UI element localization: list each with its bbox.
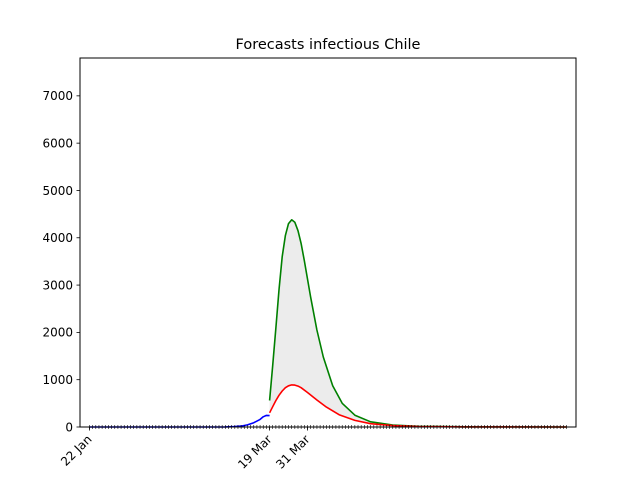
plot-frame bbox=[79, 57, 577, 428]
chart-title: Forecasts infectious Chile bbox=[236, 37, 421, 53]
y-tick-label: 4000 bbox=[42, 231, 73, 245]
series-line-forecast-lower bbox=[268, 384, 567, 428]
y-tick-label: 6000 bbox=[42, 136, 73, 150]
minor-tick-layer bbox=[89, 425, 567, 429]
y-tick-label: 7000 bbox=[42, 89, 73, 103]
series-line-forecast-upper bbox=[268, 219, 567, 428]
y-tick-label: 3000 bbox=[42, 278, 73, 292]
y-tick-label: 1000 bbox=[42, 373, 73, 387]
forecast-band bbox=[269, 219, 567, 427]
series-line-observed bbox=[89, 414, 270, 428]
x-tick-label: 31 Mar bbox=[273, 432, 312, 471]
y-tick-label: 0 bbox=[65, 420, 73, 434]
y-axis: 0 1000 2000 3000 4000 5000 6000 7000 bbox=[42, 89, 80, 434]
x-tick-label: 22 Jan bbox=[58, 432, 94, 468]
y-tick-label: 5000 bbox=[42, 184, 73, 198]
x-tick-label: 19 Mar bbox=[235, 432, 274, 471]
forecast-band-layer bbox=[269, 219, 567, 427]
y-tick-label: 2000 bbox=[42, 326, 73, 340]
